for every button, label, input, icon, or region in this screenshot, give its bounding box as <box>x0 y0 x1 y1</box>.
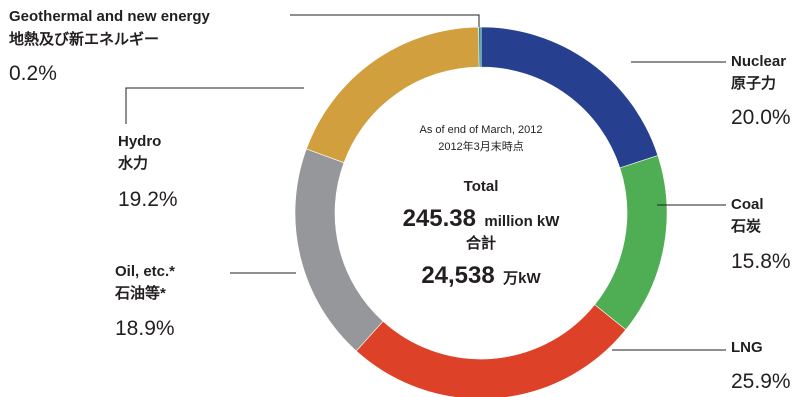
slice-percent: 19.2% <box>118 188 178 211</box>
slice-percent: 20.0% <box>731 106 791 129</box>
slice-percent: 15.8% <box>731 250 791 273</box>
slice-name-ja: 水力 <box>118 154 148 172</box>
leader-line-geothermal <box>290 14 480 27</box>
slice-lng <box>355 304 627 397</box>
center-total-label-ja: 合計 <box>465 234 496 252</box>
leader-line-hydro <box>125 87 304 124</box>
slice-name: LNG <box>731 339 763 356</box>
slice-name-ja: 石炭 <box>730 217 761 235</box>
slice-percent: 25.9% <box>731 370 791 393</box>
center-total-unit-ja: 万kW <box>502 270 541 287</box>
slice-name: Nuclear <box>731 53 786 70</box>
donut-ring <box>294 26 668 397</box>
slice-name-ja: 原子力 <box>731 74 776 92</box>
slice-name: Coal <box>731 196 764 213</box>
slice-name-ja: 石油等* <box>114 284 166 302</box>
slice-label-nuclear: Nuclear 原子力 20.0% <box>731 53 791 129</box>
slice-label-hydro: Hydro 水力 19.2% <box>118 133 178 211</box>
slice-percent: 0.2% <box>9 62 57 85</box>
center-note-en: As of end of March, 2012 <box>420 124 543 136</box>
slice-geothermal-and-new-energy <box>478 26 482 68</box>
center-block: As of end of March, 2012 2012年3月末時点 Tota… <box>403 124 561 289</box>
center-total-label: Total <box>464 178 499 195</box>
slice-label-geothermal: Geothermal and new energy 地熱及び新エネルギー 0.2… <box>9 8 211 85</box>
slice-label-coal: Coal 石炭 15.8% <box>730 196 791 273</box>
slice-name-ja: 地熱及び新エネルギー <box>9 30 159 48</box>
center-total-unit: million kW <box>484 213 560 230</box>
slice-name: Geothermal and new energy <box>9 8 211 25</box>
center-note-ja: 2012年3月末時点 <box>438 139 524 153</box>
center-total-value: 245.38 <box>403 205 476 232</box>
slice-label-oil: Oil, etc.* 石油等* 18.9% <box>114 263 175 340</box>
center-total-line: 245.38 million kW <box>403 205 561 232</box>
leader-lines <box>125 14 726 351</box>
slice-oil-etc <box>294 148 384 352</box>
center-total-value-ja: 24,538 <box>421 262 494 289</box>
slice-name: Oil, etc.* <box>115 263 175 280</box>
slice-percent: 18.9% <box>115 317 175 340</box>
slice-coal <box>594 155 668 331</box>
slice-name: Hydro <box>118 133 161 150</box>
center-total-line-ja: 24,538 万kW <box>421 262 541 289</box>
slice-label-lng: LNG 25.9% <box>731 339 791 393</box>
